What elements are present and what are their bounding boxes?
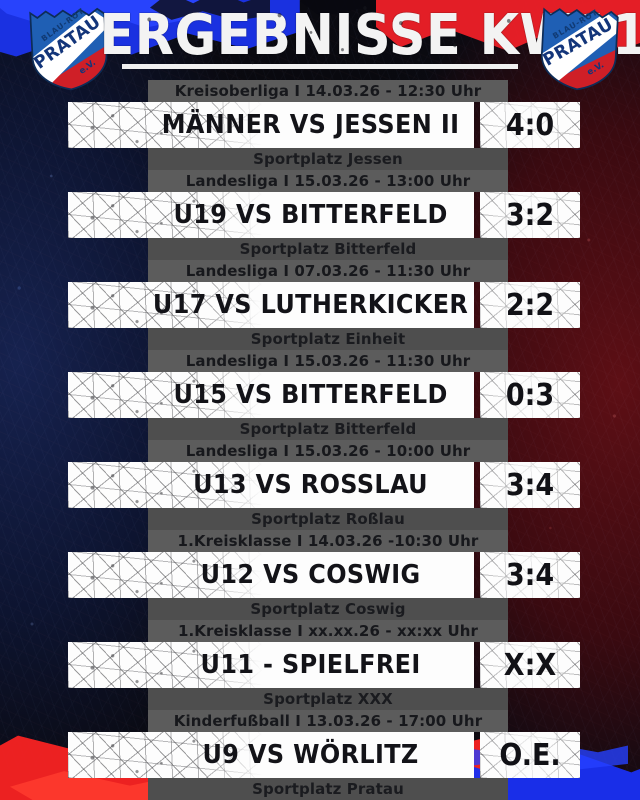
match-score-label: 3:4	[505, 557, 555, 593]
match-score-label: 3:2	[505, 197, 555, 233]
match-meta-league-datetime: Landesliga I 15.03.26 - 11:30 Uhr	[148, 350, 508, 372]
match-band: U12 VS COSWIG 3:4	[68, 552, 580, 598]
match-score-label: 3:4	[505, 467, 555, 503]
match-fixture-panel: U11 - SPIELFREI	[68, 642, 474, 688]
match-row: 1.Kreisklasse I 14.03.26 -10:30 Uhr U12 …	[0, 530, 640, 620]
blau-rot-pratau-crest-icon: BLAU-ROT PRATAU e.V.	[29, 6, 109, 92]
match-fixture-label: U13 VS ROSSLAU	[193, 470, 428, 500]
match-venue: Sportplatz Roßlau	[148, 508, 508, 530]
match-score-panel: 4:0	[480, 102, 580, 148]
match-score-panel: 0:3	[480, 372, 580, 418]
match-fixture-panel: U13 VS ROSSLAU	[68, 462, 474, 508]
match-band: U15 VS BITTERFELD 0:3	[68, 372, 580, 418]
match-band: U9 VS WÖRLITZ O.E.	[68, 732, 580, 778]
match-meta-league-datetime: Landesliga I 07.03.26 - 11:30 Uhr	[148, 260, 508, 282]
match-row: Landesliga I 07.03.26 - 11:30 Uhr U17 VS…	[0, 260, 640, 350]
match-fixture-panel: U9 VS WÖRLITZ	[68, 732, 474, 778]
match-fixture-label: U9 VS WÖRLITZ	[202, 740, 419, 770]
match-score-panel: 3:4	[480, 462, 580, 508]
match-row: Kinderfußball I 13.03.26 - 17:00 Uhr U9 …	[0, 710, 640, 800]
page-title: ERGEBNISSE KW11	[95, 0, 640, 72]
match-row: Landesliga I 15.03.26 - 10:00 Uhr U13 VS…	[0, 440, 640, 530]
match-score-label: X:X	[503, 647, 557, 683]
match-venue: Sportplatz XXX	[148, 688, 508, 710]
match-row: 1.Kreisklasse I xx.xx.26 - xx:xx Uhr U11…	[0, 620, 640, 710]
match-venue: Sportplatz Bitterfeld	[148, 238, 508, 260]
match-score-panel: 3:4	[480, 552, 580, 598]
match-fixture-label: U19 VS BITTERFELD	[173, 200, 448, 230]
match-fixture-panel: U19 VS BITTERFELD	[68, 192, 474, 238]
match-meta-league-datetime: Landesliga I 15.03.26 - 13:00 Uhr	[148, 170, 508, 192]
poster-header: BLAU-ROT PRATAU e.V. ERGEBNISSE KW11	[0, 0, 640, 92]
match-score-panel: X:X	[480, 642, 580, 688]
match-meta-league-datetime: Landesliga I 15.03.26 - 10:00 Uhr	[148, 440, 508, 462]
match-band: MÄNNER VS JESSEN II 4:0	[68, 102, 580, 148]
match-score-panel: O.E.	[480, 732, 580, 778]
match-meta-league-datetime: 1.Kreisklasse I xx.xx.26 - xx:xx Uhr	[148, 620, 508, 642]
match-meta-league-datetime: 1.Kreisklasse I 14.03.26 -10:30 Uhr	[148, 530, 508, 552]
match-fixture-label: U11 - SPIELFREI	[200, 650, 421, 680]
match-fixture-label: MÄNNER VS JESSEN II	[161, 110, 460, 140]
match-band: U17 VS LUTHERKICKER 2:2	[68, 282, 580, 328]
match-fixture-label: U15 VS BITTERFELD	[173, 380, 448, 410]
match-results-list: Kreisoberliga I 14.03.26 - 12:30 Uhr MÄN…	[0, 80, 640, 800]
club-crest-right: BLAU-ROT PRATAU e.V.	[534, 4, 626, 94]
match-venue: Sportplatz Bitterfeld	[148, 418, 508, 440]
match-score-label: O.E.	[499, 737, 561, 773]
club-crest-left: BLAU-ROT PRATAU e.V.	[24, 4, 116, 94]
match-score-panel: 2:2	[480, 282, 580, 328]
match-meta-league-datetime: Kinderfußball I 13.03.26 - 17:00 Uhr	[148, 710, 508, 732]
match-venue: Sportplatz Pratau	[148, 778, 508, 800]
poster-title-block: ERGEBNISSE KW11	[95, 0, 640, 72]
match-venue: Sportplatz Coswig	[148, 598, 508, 620]
match-venue: Sportplatz Einheit	[148, 328, 508, 350]
blau-rot-pratau-crest-icon: BLAU-ROT PRATAU e.V.	[540, 7, 619, 92]
match-band: U13 VS ROSSLAU 3:4	[68, 462, 580, 508]
match-row: Kreisoberliga I 14.03.26 - 12:30 Uhr MÄN…	[0, 80, 640, 170]
match-band: U19 VS BITTERFELD 3:2	[68, 192, 580, 238]
match-score-label: 4:0	[505, 107, 555, 143]
match-fixture-panel: U17 VS LUTHERKICKER	[68, 282, 474, 328]
match-fixture-label: U12 VS COSWIG	[200, 560, 421, 590]
match-score-panel: 3:2	[480, 192, 580, 238]
match-fixture-panel: U15 VS BITTERFELD	[68, 372, 474, 418]
match-fixture-panel: MÄNNER VS JESSEN II	[68, 102, 474, 148]
match-row: Landesliga I 15.03.26 - 13:00 Uhr U19 VS…	[0, 170, 640, 260]
match-fixture-label: U17 VS LUTHERKICKER	[152, 290, 469, 320]
match-meta-league-datetime: Kreisoberliga I 14.03.26 - 12:30 Uhr	[148, 80, 508, 102]
match-band: U11 - SPIELFREI X:X	[68, 642, 580, 688]
match-venue: Sportplatz Jessen	[148, 148, 508, 170]
match-row: Landesliga I 15.03.26 - 11:30 Uhr U15 VS…	[0, 350, 640, 440]
match-score-label: 2:2	[505, 287, 555, 323]
match-score-label: 0:3	[505, 377, 555, 413]
match-fixture-panel: U12 VS COSWIG	[68, 552, 474, 598]
